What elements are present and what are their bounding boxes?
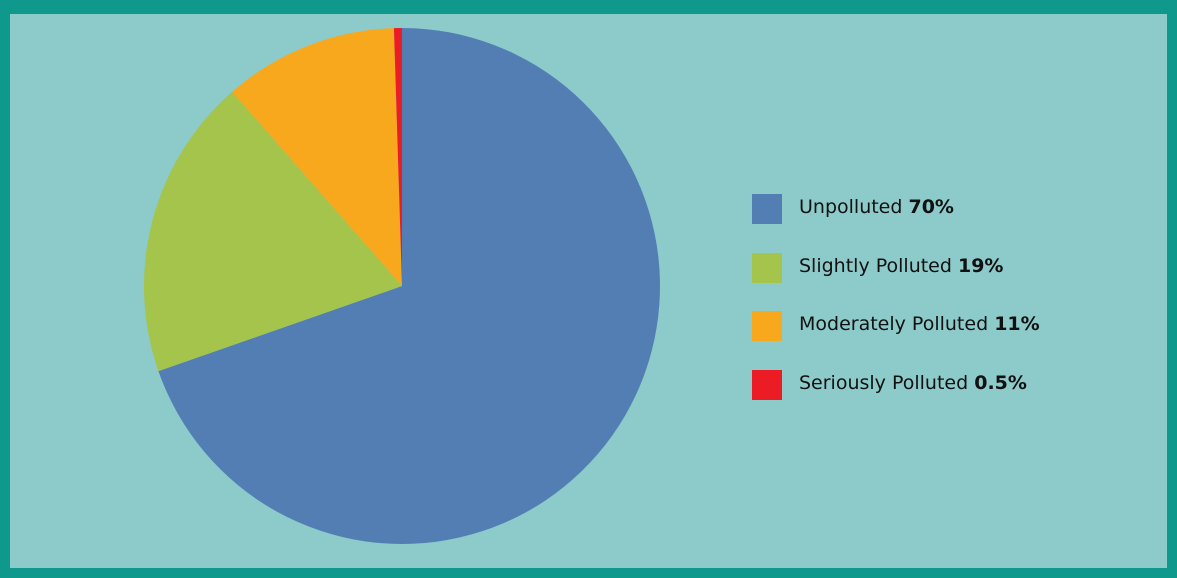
pie-chart xyxy=(144,28,661,544)
legend-value-unpolluted: 70% xyxy=(908,196,954,218)
legend-value-moderately-polluted: 11% xyxy=(994,313,1040,335)
legend-swatch-seriously-polluted xyxy=(752,369,782,400)
legend-item-moderately-polluted: Moderately Polluted 11% xyxy=(752,311,1152,341)
legend-swatch-unpolluted xyxy=(752,194,782,224)
legend-item-unpolluted: Unpolluted 70% xyxy=(752,194,1152,224)
legend-item-seriously-polluted: Seriously Polluted 0.5% xyxy=(752,369,1152,400)
pie-slice-seriously-polluted xyxy=(393,28,402,286)
pie-slice-slightly-polluted xyxy=(144,91,403,372)
legend-swatch-slightly-polluted xyxy=(752,252,782,283)
pie-slice-moderately-polluted xyxy=(232,28,402,287)
legend-swatch-moderately-polluted xyxy=(752,311,782,341)
pie-slice-unpolluted xyxy=(158,28,661,544)
legend-label-moderately-polluted: Moderately Polluted xyxy=(799,313,989,335)
legend-label-unpolluted: Unpolluted xyxy=(799,196,903,218)
legend-item-slightly-polluted: Slightly Polluted 19% xyxy=(752,252,1152,283)
legend-value-seriously-polluted: 0.5% xyxy=(974,371,1027,394)
legend-label-seriously-polluted: Seriously Polluted xyxy=(799,371,969,394)
legend-value-slightly-polluted: 19% xyxy=(957,254,1004,277)
chart-panel: Unpolluted 70% Slightly Polluted 19% Mod… xyxy=(10,14,1167,568)
legend: Unpolluted 70% Slightly Polluted 19% Mod… xyxy=(752,194,1152,428)
legend-label-slightly-polluted: Slightly Polluted xyxy=(799,254,952,277)
